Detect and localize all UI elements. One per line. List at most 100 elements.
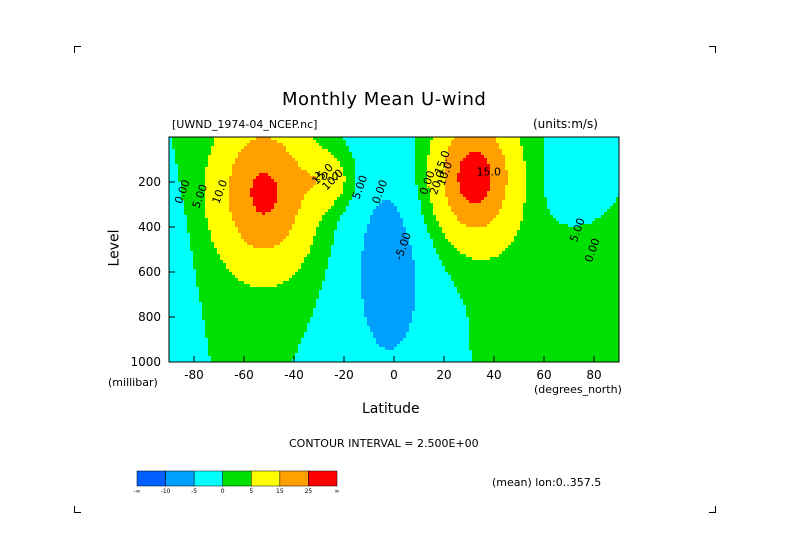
contour-cell	[181, 308, 185, 312]
contour-cell	[202, 224, 206, 228]
contour-cell	[337, 248, 341, 252]
contour-cell	[361, 353, 365, 357]
contour-cell	[253, 335, 257, 339]
contour-cell	[223, 167, 227, 171]
contour-cell	[286, 140, 290, 144]
contour-cell	[208, 320, 212, 324]
contour-cell	[235, 305, 239, 309]
contour-cell	[214, 266, 218, 270]
contour-cell	[208, 329, 212, 333]
contour-cell	[331, 149, 335, 153]
contour-cell	[250, 356, 254, 360]
contour-cell	[328, 350, 332, 354]
contour-cell	[220, 197, 224, 201]
contour-cell	[325, 344, 329, 348]
contour-cell	[190, 305, 194, 309]
contour-cell	[205, 329, 209, 333]
contour-cell	[364, 233, 368, 237]
contour-cell	[238, 275, 242, 279]
contour-cell	[313, 266, 317, 270]
contour-cell	[268, 191, 272, 195]
contour-cell	[238, 152, 242, 156]
contour-cell	[355, 344, 359, 348]
contour-cell	[205, 152, 209, 156]
contour-cell	[271, 143, 275, 147]
contour-cell	[268, 149, 272, 153]
contour-cell	[346, 242, 350, 246]
contour-cell	[184, 140, 188, 144]
contour-cell	[247, 305, 251, 309]
contour-cell	[238, 203, 242, 207]
contour-cell	[346, 332, 350, 336]
contour-cell	[178, 293, 182, 297]
contour-cell	[253, 224, 257, 228]
contour-cell	[181, 161, 185, 165]
contour-cell	[247, 146, 251, 150]
contour-cell	[181, 149, 185, 153]
contour-cell	[214, 308, 218, 312]
contour-cell	[292, 272, 296, 276]
contour-cell	[247, 230, 251, 234]
contour-cell	[358, 218, 362, 222]
contour-cell	[271, 218, 275, 222]
contour-cell	[322, 143, 326, 147]
contour-cell	[172, 350, 176, 354]
contour-cell	[364, 182, 368, 186]
contour-cell	[250, 287, 254, 291]
contour-cell	[328, 347, 332, 351]
contour-cell	[337, 215, 341, 219]
contour-cell	[241, 248, 245, 252]
contour-cell	[265, 311, 269, 315]
contour-cell	[277, 167, 281, 171]
contour-cell	[172, 161, 176, 165]
contour-cell	[256, 197, 260, 201]
contour-cell	[193, 260, 197, 264]
contour-cell	[238, 257, 242, 261]
contour-cell	[334, 212, 338, 216]
contour-cell	[337, 263, 341, 267]
contour-cell	[364, 161, 368, 165]
contour-cell	[187, 278, 191, 282]
contour-cell	[301, 248, 305, 252]
contour-cell	[358, 200, 362, 204]
contour-cell	[358, 254, 362, 258]
contour-cell	[205, 173, 209, 177]
contour-cell	[238, 329, 242, 333]
contour-cell	[268, 296, 272, 300]
contour-cell	[232, 269, 236, 273]
contour-cell	[361, 269, 365, 273]
contour-cell	[274, 296, 278, 300]
contour-cell	[298, 149, 302, 153]
contour-cell	[310, 173, 314, 177]
contour-cell	[229, 251, 233, 255]
contour-cell	[292, 245, 296, 249]
contour-cell	[226, 191, 230, 195]
contour-cell	[202, 269, 206, 273]
contour-cell	[325, 272, 329, 276]
contour-cell	[295, 353, 299, 357]
contour-cell	[298, 158, 302, 162]
contour-cell	[310, 200, 314, 204]
contour-cell	[199, 185, 203, 189]
contour-cell	[313, 137, 317, 141]
contour-cell	[199, 275, 203, 279]
contour-cell	[328, 329, 332, 333]
contour-cell	[265, 287, 269, 291]
contour-cell	[178, 230, 182, 234]
contour-cell	[247, 203, 251, 207]
contour-cell	[238, 326, 242, 330]
contour-cell	[274, 140, 278, 144]
contour-cell	[292, 221, 296, 225]
contour-cell	[259, 332, 263, 336]
contour-cell	[286, 182, 290, 186]
contour-cell	[250, 188, 254, 192]
contour-cell	[271, 275, 275, 279]
contour-cell	[268, 302, 272, 306]
contour-cell	[334, 311, 338, 315]
contour-cell	[292, 287, 296, 291]
contour-cell	[250, 308, 254, 312]
contour-cell	[229, 353, 233, 357]
contour-cell	[271, 188, 275, 192]
contour-cell	[334, 257, 338, 261]
contour-cell	[184, 308, 188, 312]
